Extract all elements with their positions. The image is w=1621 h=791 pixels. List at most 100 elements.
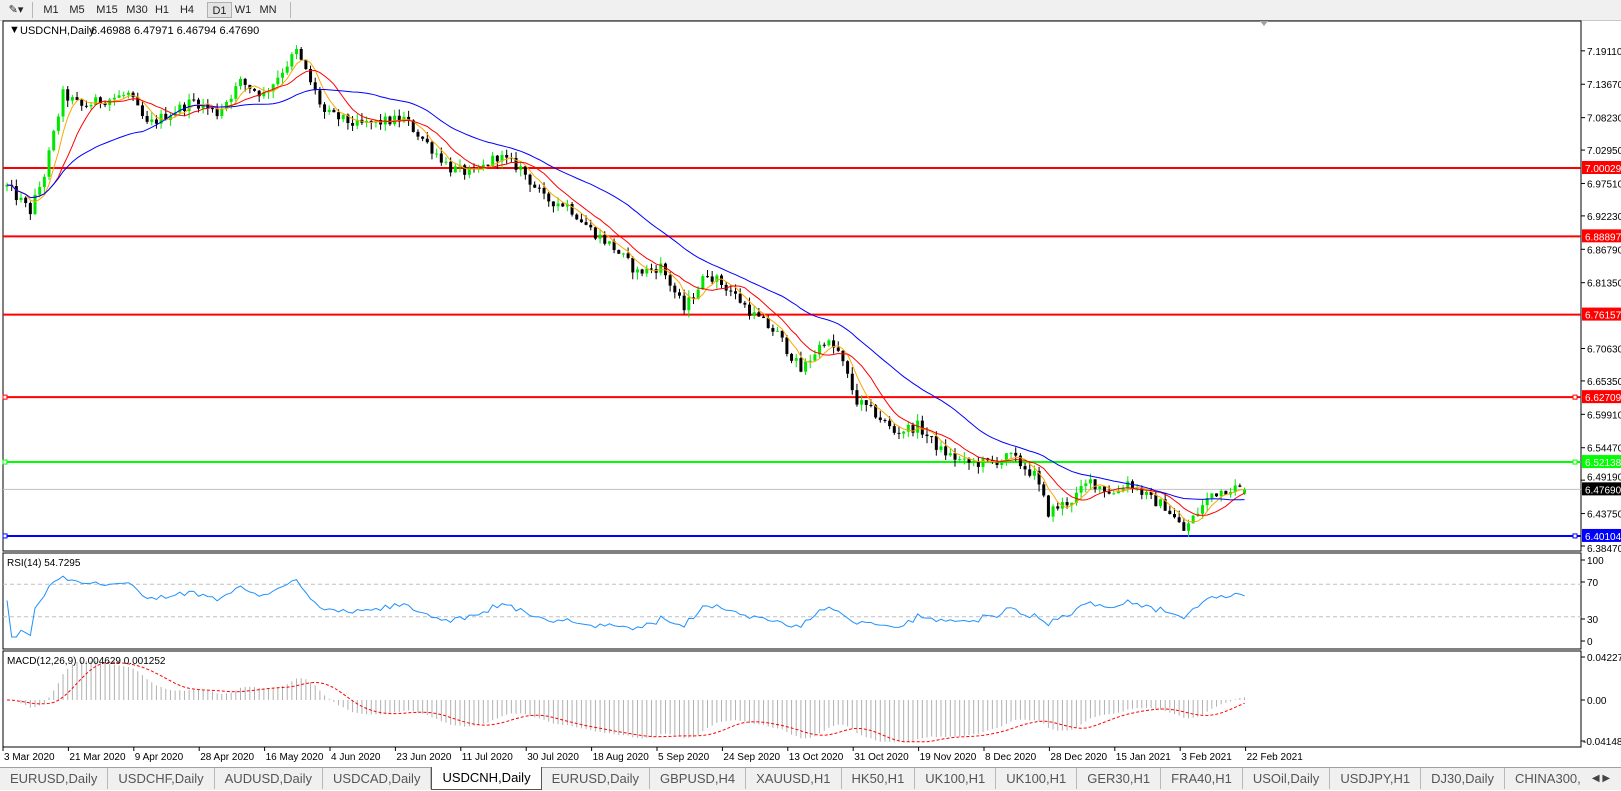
rsi-tick-label: 0 — [1587, 637, 1593, 648]
candle-body — [1042, 484, 1046, 496]
candle-body — [1205, 498, 1209, 506]
candle-body — [42, 176, 46, 187]
draw-tools-icon[interactable]: ✎▾ — [8, 4, 24, 16]
candle-body — [561, 203, 565, 207]
candle-body — [1215, 493, 1219, 497]
candle-body — [738, 293, 742, 303]
date-tick-label: 28 Apr 2020 — [200, 752, 254, 763]
level-badge-label: 6.40104 — [1585, 532, 1621, 543]
candle-body — [1233, 485, 1237, 493]
tab-usdcnh-daily[interactable]: USDCNH,Daily — [431, 767, 542, 790]
candle-body — [659, 263, 663, 273]
chart-shift-marker-icon[interactable] — [1260, 21, 1268, 26]
date-tick-label: 15 Jan 2021 — [1116, 752, 1171, 763]
candle-body — [351, 123, 355, 126]
tab-scroll-arrows-icon[interactable]: ◀ ▶ — [1581, 768, 1621, 789]
price-tick-label: 6.81350 — [1587, 279, 1621, 290]
candle-body — [533, 184, 537, 188]
candle-body — [1135, 487, 1139, 489]
tab-usdchf-daily[interactable]: USDCHF,Daily — [108, 768, 215, 789]
tab-usdjpy-h1[interactable]: USDJPY,H1 — [1330, 768, 1422, 789]
level-handle[interactable] — [1572, 459, 1578, 465]
tab-fra40-h1[interactable]: FRA40,H1 — [1161, 768, 1243, 789]
tab-usoil-daily[interactable]: USOil,Daily — [1243, 768, 1331, 789]
candle-body — [565, 204, 569, 207]
tab-usdcad-daily[interactable]: USDCAD,Daily — [323, 768, 432, 789]
macd-tick-label: -0.04148 — [1583, 737, 1621, 748]
candle-body — [1032, 470, 1036, 476]
candle-body — [827, 340, 831, 346]
timeframe-m15-button[interactable]: M15 — [96, 4, 118, 16]
level-badge-label: 6.62709 — [1585, 393, 1621, 404]
tab-uk100-h1[interactable]: UK100,H1 — [915, 768, 997, 789]
level-handle[interactable] — [2, 459, 8, 465]
toolbar-separator — [32, 2, 33, 18]
candle-body — [234, 86, 238, 99]
tab-audusd-daily[interactable]: AUDUSD,Daily — [215, 768, 324, 789]
candle-body — [743, 302, 747, 305]
price-tick-label: 7.19110 — [1587, 47, 1621, 58]
timeframe-w1-button[interactable]: W1 — [234, 4, 252, 16]
level-handle[interactable] — [1572, 394, 1578, 400]
price-chart[interactable]: 100 70 30 0 0.042275 0.00 -0.04148 7.19110 7.1… — [0, 0, 1621, 767]
candle-body — [1243, 489, 1247, 494]
toolbar-separator — [290, 2, 291, 18]
candle-body — [220, 108, 224, 117]
candle-body — [668, 275, 672, 286]
candle-body — [836, 347, 840, 351]
candle-body — [178, 104, 182, 113]
timeframe-h1-button[interactable]: H1 — [154, 4, 170, 16]
date-tick-label: 18 Aug 2020 — [593, 752, 650, 763]
current-price-badge — [1582, 482, 1621, 496]
level-handle[interactable] — [2, 394, 8, 400]
candle-body — [346, 114, 350, 124]
candle-body — [570, 204, 574, 215]
candle-body — [5, 184, 9, 187]
date-tick-label: 21 Mar 2020 — [69, 752, 126, 763]
level-badge — [1582, 455, 1621, 469]
level-handle[interactable] — [2, 533, 8, 539]
date-tick-label: 19 Nov 2020 — [920, 752, 977, 763]
tab-ger30-h1[interactable]: GER30,H1 — [1077, 768, 1162, 789]
tab-xauusd-h1[interactable]: XAUUSD,H1 — [746, 768, 842, 789]
tab-gbpusd-h4[interactable]: GBPUSD,H4 — [650, 768, 747, 789]
level-badge — [1582, 229, 1621, 243]
candle-body — [776, 330, 780, 332]
timeframe-d1-button[interactable]: D1 — [207, 2, 232, 18]
timeframe-mn-button[interactable]: MN — [259, 4, 277, 16]
chart-menu-arrow-icon[interactable]: ▼ — [9, 24, 20, 36]
timeframe-h4-button[interactable]: H4 — [179, 4, 195, 16]
date-tick-label: 28 Dec 2020 — [1050, 752, 1107, 763]
candle-body — [551, 201, 555, 207]
price-tick-label: 6.38470 — [1587, 544, 1621, 555]
timeframe-m1-button[interactable]: M1 — [43, 4, 59, 16]
date-tick-label: 3 Feb 2021 — [1181, 752, 1232, 763]
candle-body — [939, 446, 943, 450]
candle-body — [523, 166, 527, 175]
tab-eurusd-daily[interactable]: EURUSD,Daily — [0, 768, 109, 789]
tab-uk100-h1[interactable]: UK100,H1 — [996, 768, 1078, 789]
candle-body — [748, 304, 752, 316]
ma-slow-line — [6, 88, 1245, 501]
tab-eurusd-daily[interactable]: EURUSD,Daily — [542, 768, 650, 789]
level-handle[interactable] — [1572, 533, 1578, 539]
tab-hk50-h1[interactable]: HK50,H1 — [842, 768, 916, 789]
candle-body — [430, 142, 434, 154]
timeframe-m30-button[interactable]: M30 — [126, 4, 148, 16]
macd-label: MACD(12,26,9) 0.004629 0.001252 — [7, 656, 166, 667]
tab-dj30-daily[interactable]: DJ30,Daily — [1421, 768, 1506, 789]
candle-body — [19, 197, 23, 201]
candle-body — [579, 219, 583, 223]
timeframe-m5-button[interactable]: M5 — [69, 4, 85, 16]
price-tick-label: 6.97510 — [1587, 179, 1621, 190]
candle-body — [706, 276, 709, 278]
candle-body — [1102, 486, 1106, 492]
candle-body — [80, 99, 84, 106]
candle-body — [1098, 486, 1102, 490]
ma-fast-line — [6, 70, 1245, 516]
candle-body — [444, 161, 448, 163]
candle-body — [449, 161, 453, 173]
candle-body — [70, 97, 74, 101]
candle-body — [304, 59, 308, 70]
level-badge — [1582, 307, 1621, 321]
